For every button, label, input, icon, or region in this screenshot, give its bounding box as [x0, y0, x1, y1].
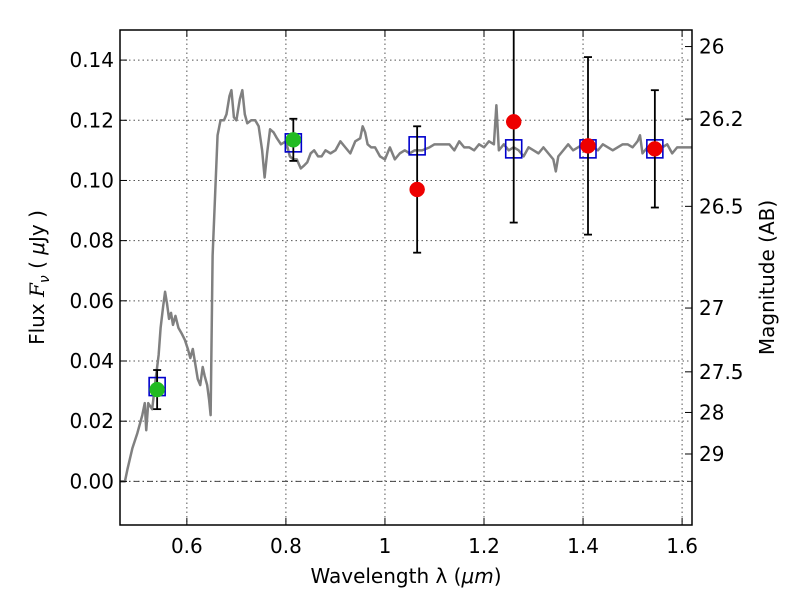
y2-tick-label: 27.5 [699, 360, 744, 384]
y-axis-title: Flux Fν ( μJy ) [25, 210, 53, 345]
y-tick-label: 0.10 [69, 168, 114, 192]
sed-line [120, 88, 692, 483]
green-data-point [149, 381, 165, 398]
axis-ticks: 0.6 0.8 1 1.2 1.4 1.6 0.00 0.02 0.04 0.06 0.08 0.10… [69, 30, 744, 558]
red-data-point [409, 181, 425, 198]
y-axis-title-unit: μ [25, 242, 49, 256]
y-tick-label: 0.14 [69, 48, 114, 72]
green-data-point [285, 132, 302, 148]
x-tick-label: 0.6 [171, 534, 203, 558]
y2-tick-label: 26.5 [699, 194, 744, 218]
red-data-point [647, 141, 663, 157]
y-tick-label: 0.00 [69, 469, 114, 493]
x-tick-label: 0.8 [270, 534, 302, 558]
plot-content [120, 30, 692, 483]
y2-tick-label: 26.2 [699, 107, 744, 131]
y-tick-label: 0.06 [69, 289, 114, 313]
x-axis-title-unit: μm [460, 564, 493, 588]
y-axis-title-open: ( [25, 255, 49, 276]
y-axis-title-subscript: ν [37, 275, 53, 283]
y2-tick-label: 28 [699, 400, 724, 424]
x-tick-label: 1.6 [666, 534, 698, 558]
y-tick-label: 0.12 [69, 108, 114, 132]
y2-tick-label: 27 [699, 296, 724, 320]
plot-frame [119, 29, 693, 526]
y-tick-label: 0.04 [69, 349, 114, 373]
x-tick-label: 1.4 [567, 534, 599, 558]
x-axis-title-prefix: Wavelength λ ( [310, 564, 461, 588]
x-axis-title: Wavelength λ (μm) [310, 564, 501, 588]
y2-tick-label: 29 [699, 442, 724, 466]
red-data-point [505, 114, 522, 130]
y2-tick-label: 26 [699, 35, 724, 59]
red-data-point [580, 138, 596, 154]
x-axis-title-suffix: ) [494, 564, 502, 588]
y-axis-title-symbol: F [25, 282, 49, 298]
x-tick-label: 1.2 [468, 534, 500, 558]
y-axis-title-tail: Jy ) [25, 210, 49, 244]
y-tick-label: 0.02 [69, 409, 114, 433]
y-tick-label: 0.08 [69, 229, 114, 253]
y2-axis-title: Magnitude (AB) [755, 200, 779, 355]
y-axis-title-prefix: Flux [25, 297, 49, 345]
x-tick-label: 1 [379, 534, 392, 558]
